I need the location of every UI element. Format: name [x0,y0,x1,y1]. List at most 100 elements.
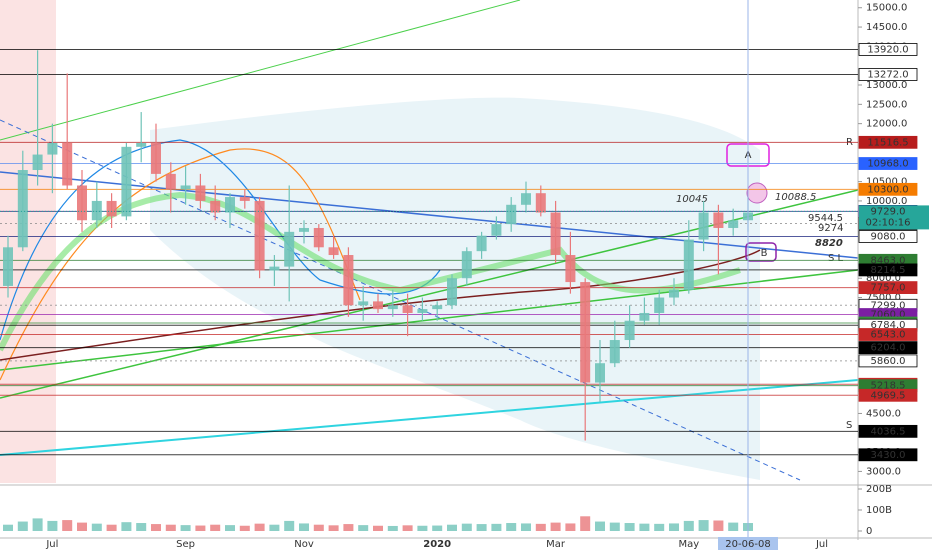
candle-body [195,185,206,201]
volume-bar [624,523,635,531]
candle-body [32,154,43,171]
candle-body [580,282,591,383]
volume-bar [121,522,132,531]
volume-bar [269,524,280,531]
volume-bar [358,525,369,531]
candle-body [3,247,13,286]
level-label: 5860.0 [871,356,906,367]
y-tick-label: 13000.0 [866,80,907,91]
session-shade [0,0,56,483]
volume-bar [343,524,354,531]
y-tick-label: 10500.0 [866,177,907,188]
candle-body [387,305,398,310]
level-label: 10300.0 [867,184,908,195]
volume-bar [535,523,546,531]
candle-body [698,212,709,240]
candle-body [521,193,531,205]
annotation: B [761,248,768,259]
level-box [858,263,918,277]
volume-bar [299,523,309,531]
volume-bar [580,516,591,531]
candle-body [328,247,339,256]
level-label: 6204.0 [871,343,906,354]
volume-bar [565,523,576,531]
candle-body [461,251,472,279]
candle-body [210,200,221,213]
candle-body [121,146,132,217]
x-tick-label: May [678,539,699,550]
volume-bar [284,520,295,531]
level-label: 6784.0 [871,320,906,331]
candle-body [254,200,265,271]
current-price-box [859,205,929,230]
candle-body [299,227,309,232]
annotation-box [745,242,777,262]
current-price-label: 9729.0 [871,206,906,217]
annotation: 10045 [676,194,708,205]
y-tick-label: 10000.0 [866,196,907,207]
level-label: 4036.5 [871,426,906,437]
y-tick-label: 4500.0 [866,408,901,419]
moving-average [0,148,361,381]
candle-body [47,142,58,155]
level-label: 13920.0 [867,44,908,55]
candle-body [225,197,235,213]
volume-bar [461,523,472,531]
candle-body [624,320,635,341]
volume-bar [654,523,665,531]
x-tick-label: Nov [294,539,314,550]
volume-bar [683,520,694,531]
candle-body [476,235,487,252]
volume-bar [3,524,13,531]
x-tick-label: Mar [546,539,566,550]
volume-bar [595,521,605,531]
annotation: S [846,420,852,431]
candle-body [417,309,428,313]
candle-body [491,224,502,236]
level-box [858,68,918,81]
volume-bar [698,520,709,531]
candle-body [713,212,724,228]
level-label: 4969.5 [871,390,906,401]
volume-bar [447,524,457,531]
level-box [858,328,918,341]
level-label: 7757.0 [871,283,906,294]
volume-bar [669,523,679,531]
volume-bar [106,524,117,531]
volume-tick-label: 0 [866,526,872,537]
y-tick-label: 3000.0 [866,466,901,477]
volume-bar [402,525,413,531]
level-label: 6543.0 [871,330,906,341]
candle-body [669,289,679,298]
level-box [858,448,918,462]
candle-body [728,220,739,228]
y-tick-label: 7500.0 [866,293,901,304]
volume-bar [417,525,428,531]
level-label: 3430.0 [871,450,906,461]
volume-bar [77,522,87,531]
level-box [858,135,918,149]
volume-bar [180,525,191,531]
candle-body [506,204,517,225]
countdown: 02:10:16 [866,217,911,228]
volume-bar [521,523,531,531]
level-label: 8214.5 [871,265,906,276]
level-box [858,182,918,196]
candle-body [239,197,250,201]
volume-bar [713,520,724,531]
annotation: 8820 [815,238,843,249]
level-box [858,424,918,438]
level-box [858,388,918,402]
annotation-marker [746,182,768,204]
candle-body [432,305,443,310]
level-box [858,157,918,170]
volume-bar [639,523,650,531]
level-label: 8463.0 [871,255,906,266]
candle-body [402,305,413,313]
level-box [858,341,918,355]
volume-bar [62,520,73,531]
volume-bar [387,525,398,531]
y-tick-label: 12500.0 [866,99,907,110]
annotation: 9544.5 [808,213,843,224]
x-tick-label: Jul [815,539,828,550]
